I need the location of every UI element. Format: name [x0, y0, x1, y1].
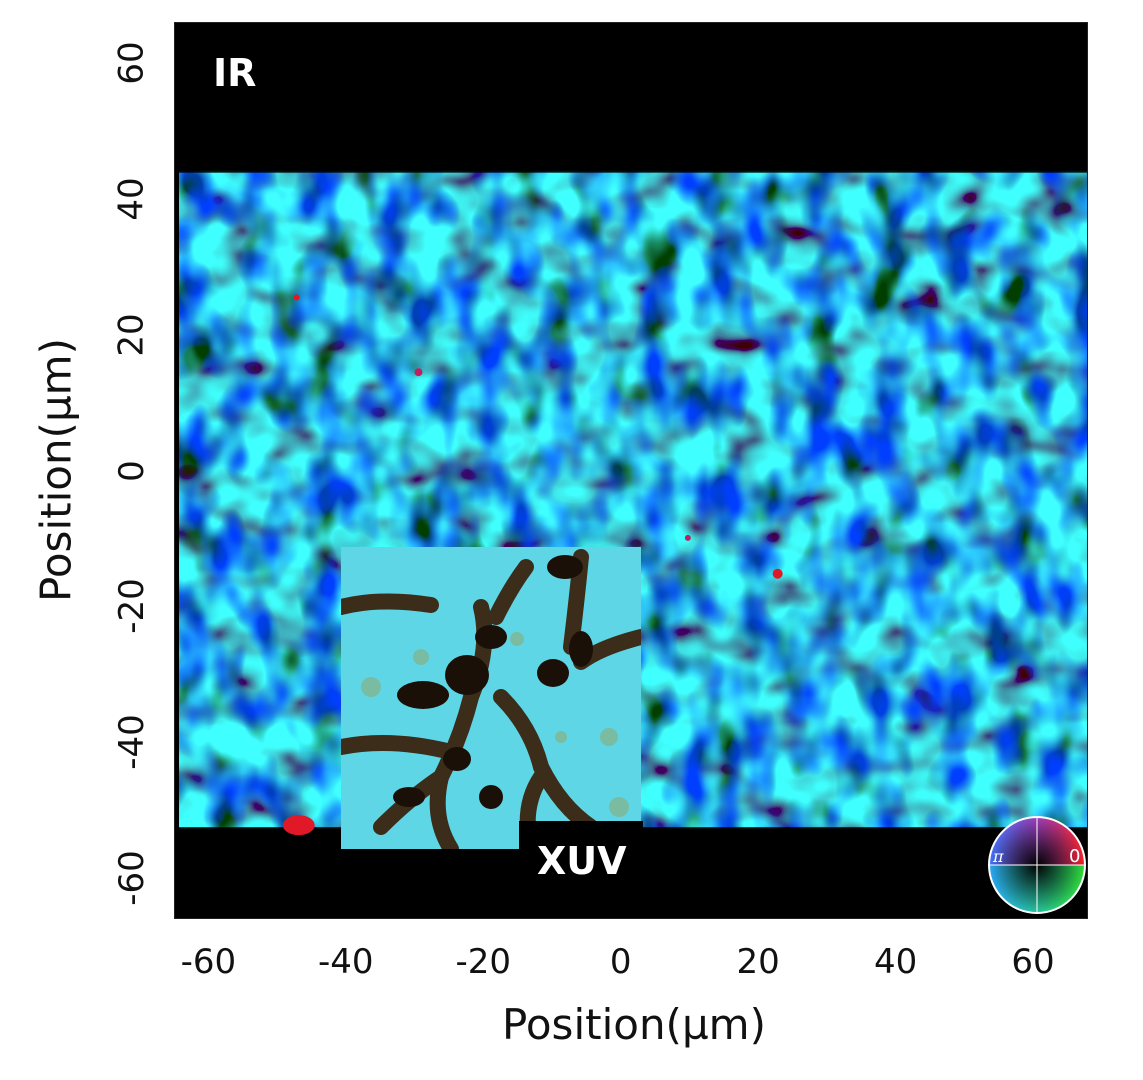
y-tick-label: 40	[111, 177, 152, 221]
red-speckle	[282, 815, 315, 836]
red-speckle	[772, 568, 783, 579]
y-tick-label: 20	[111, 312, 152, 357]
xuv-inset-image	[341, 547, 641, 849]
x-tick-label: 0	[609, 942, 632, 982]
x-tick-label: 60	[1011, 942, 1055, 982]
xuv-label: XUV	[537, 839, 627, 883]
y-tick-label: -60	[112, 850, 153, 906]
red-speckle	[414, 368, 423, 377]
x-tick-label: 40	[873, 942, 918, 982]
x-tick-label: -20	[455, 942, 511, 982]
image-frame: IR	[174, 22, 1088, 919]
x-axis-title: Position(µm)	[502, 1000, 766, 1049]
phase-zero-label: 0	[1069, 846, 1080, 867]
red-speckle	[293, 294, 300, 301]
phase-pi-label: π	[992, 847, 1004, 866]
y-tick-label: 0	[111, 459, 152, 482]
phase-color-wheel: π 0	[988, 816, 1086, 914]
x-tick-label: -60	[180, 942, 237, 982]
y-tick-label: 60	[111, 41, 152, 85]
y-axis-title: Position(µm)	[31, 338, 81, 602]
ir-label: IR	[213, 51, 257, 95]
xuv-label-background	[519, 821, 643, 899]
y-tick-label: -20	[112, 578, 153, 635]
x-tick-label: 20	[736, 942, 780, 982]
y-tick-label: -40	[112, 714, 153, 771]
red-speckle	[684, 534, 691, 541]
x-tick-label: -40	[318, 942, 374, 982]
